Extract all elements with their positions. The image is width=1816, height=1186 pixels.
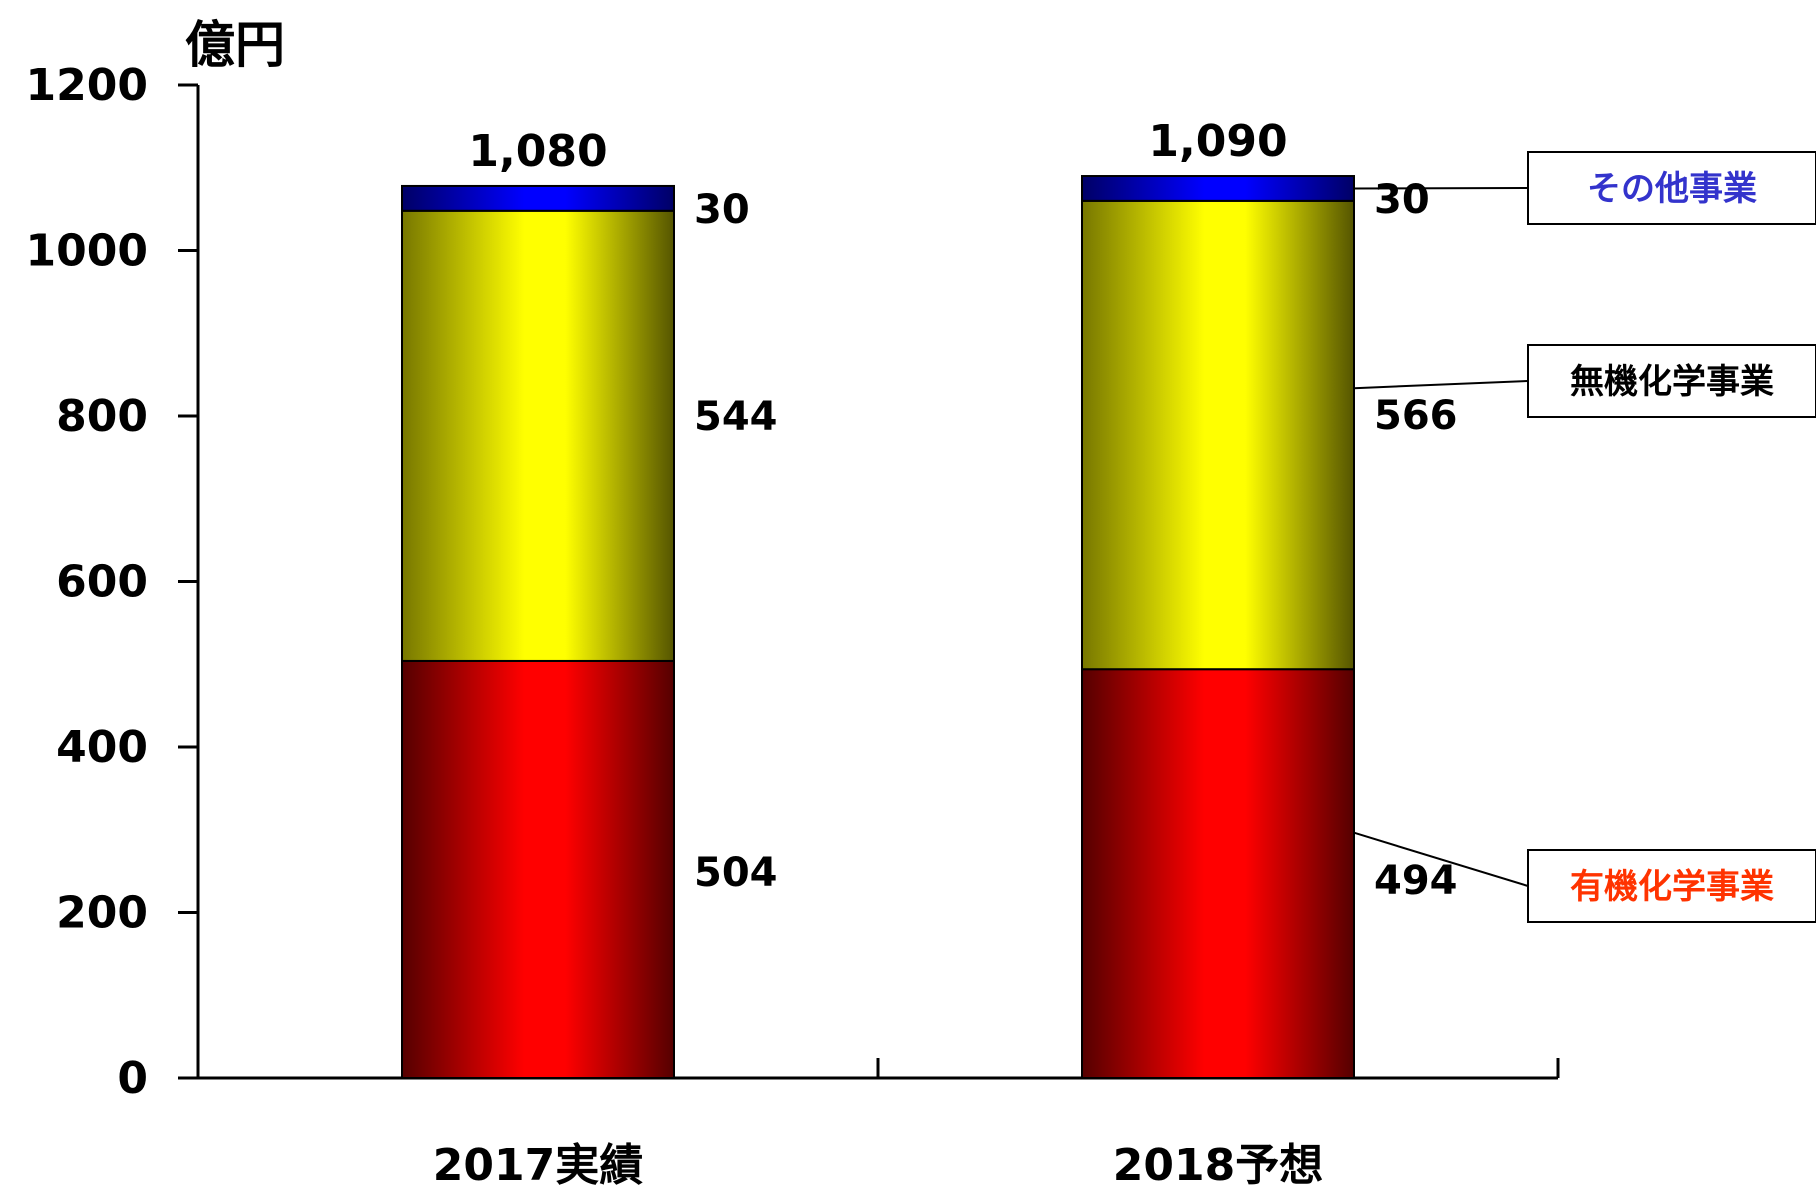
value-labels: 504 544 30 1,080 494 566 30 1,090 (468, 116, 1457, 904)
bar-segment (1081, 175, 1355, 202)
legend-box (1527, 344, 1816, 418)
y-tick-label: 400 (56, 722, 148, 773)
y-tick-label: 800 (56, 391, 148, 442)
y-tick-label: 1000 (26, 226, 148, 277)
y-tick-label: 0 (117, 1053, 148, 1104)
data-value-label: 30 (694, 187, 750, 233)
bar-segment (1081, 668, 1355, 1080)
legend-label: 無機化学事業 (1570, 362, 1774, 402)
y-tick-label: 1200 (26, 60, 148, 111)
y-axis-unit-label: 億円 (185, 16, 285, 74)
data-value-label: 30 (1374, 177, 1430, 223)
bar-segment (401, 209, 675, 662)
data-value-label: 494 (1374, 858, 1458, 904)
y-tick-label: 600 (56, 557, 148, 608)
legend-box (1527, 151, 1816, 225)
legend-leader-line (1353, 831, 1529, 887)
data-value-label: 566 (1374, 393, 1458, 439)
bar-segment (1081, 199, 1355, 671)
x-tick-label: 2018予想 (1113, 1140, 1323, 1186)
bar-segment (401, 184, 675, 212)
total-value-label: 1,080 (468, 126, 607, 177)
total-value-label: 1,090 (1148, 116, 1287, 167)
bars (401, 175, 1355, 1080)
x-tick-label: 2017実績 (433, 1140, 643, 1186)
legend-label: 有機化学事業 (1570, 867, 1774, 907)
axes: 0 200 400 600 800 1000 1200 2017実績 2018予想 (26, 60, 1560, 1186)
bar-segment (401, 659, 675, 1079)
y-tick-label: 200 (56, 888, 148, 939)
data-value-label: 504 (694, 850, 778, 896)
legend-label: その他事業 (1587, 169, 1757, 209)
legend-leader-line (1353, 380, 1529, 390)
data-value-label: 544 (694, 394, 778, 440)
legend-box (1527, 849, 1816, 923)
